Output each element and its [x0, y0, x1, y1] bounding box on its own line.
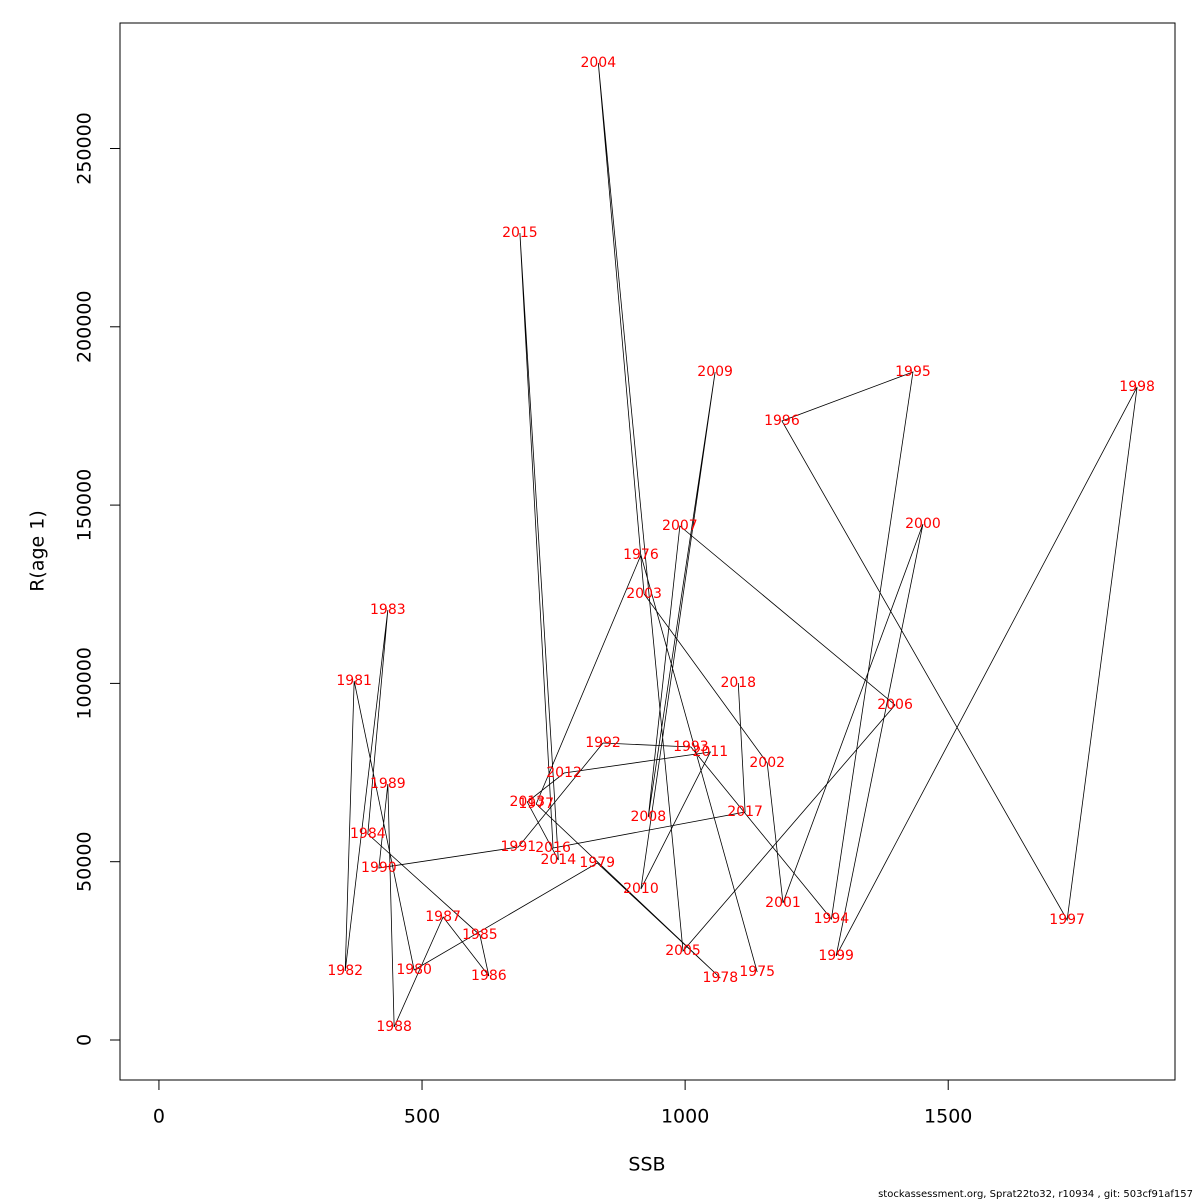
point-label: 1997 — [1049, 912, 1085, 928]
point-label: 2002 — [749, 755, 785, 771]
point-label: 1994 — [814, 911, 850, 927]
point-label: 2018 — [720, 675, 756, 691]
x-tick-label: 500 — [404, 1106, 440, 1128]
y-tick-label: 0 — [74, 1034, 96, 1046]
point-label: 2015 — [502, 225, 538, 241]
point-label: 2014 — [540, 852, 576, 868]
y-tick-label: 150000 — [74, 469, 96, 542]
point-label: 1988 — [376, 1019, 412, 1035]
y-tick-label: 200000 — [74, 291, 96, 364]
point-label: 1984 — [350, 826, 386, 842]
y-tick-label: 250000 — [74, 112, 96, 185]
point-label: 1981 — [336, 673, 372, 689]
point-label: 1995 — [895, 364, 931, 380]
point-label: 1986 — [471, 968, 507, 984]
x-tick-label: 0 — [153, 1106, 165, 1128]
point-label: 1998 — [1119, 379, 1155, 395]
point-label: 2000 — [905, 516, 941, 532]
point-label: 1978 — [703, 970, 739, 986]
point-label: 1975 — [739, 964, 775, 980]
point-label: 2009 — [697, 364, 733, 380]
x-tick-label: 1000 — [661, 1106, 709, 1128]
point-label: 1993 — [673, 739, 709, 755]
point-label: 2006 — [877, 697, 913, 713]
point-label: 1989 — [370, 776, 406, 792]
point-label: 1990 — [361, 860, 397, 876]
footer: stockassessment.org, Sprat22to32, r10934… — [878, 1189, 1193, 1200]
point-label: 1999 — [818, 948, 854, 964]
point-label: 1996 — [764, 413, 800, 429]
point-label: 2016 — [535, 840, 571, 856]
point-label: 1991 — [501, 839, 537, 855]
point-label: 2008 — [630, 809, 666, 825]
point-label: 2017 — [727, 804, 763, 820]
y-tick-label: 50000 — [74, 831, 96, 891]
point-label: 2001 — [765, 895, 801, 911]
point-label: 2013 — [509, 794, 545, 810]
point-label: 1980 — [396, 962, 432, 978]
y-tick-label: 100000 — [74, 647, 96, 720]
point-label: 2003 — [626, 586, 662, 602]
x-tick-label: 1500 — [924, 1106, 972, 1128]
point-label: 1982 — [327, 963, 363, 979]
point-label: 1983 — [370, 602, 406, 618]
point-label: 2012 — [546, 765, 582, 781]
point-label: 1977 — [518, 796, 554, 812]
point-label: 1985 — [462, 927, 498, 943]
point-label: 1987 — [425, 909, 461, 925]
point-label: 2004 — [580, 55, 616, 71]
point-label: 2011 — [693, 744, 729, 760]
x-axis-label: SSB — [628, 1154, 665, 1176]
y-axis-label: R(age 1) — [27, 510, 49, 592]
point-label: 2005 — [665, 943, 701, 959]
point-label: 2010 — [623, 881, 659, 897]
point-label: 1976 — [623, 547, 659, 563]
point-label: 1979 — [579, 855, 615, 871]
series-line — [344, 62, 1138, 1028]
point-label: 2007 — [662, 518, 698, 534]
point-label: 1992 — [585, 735, 621, 751]
